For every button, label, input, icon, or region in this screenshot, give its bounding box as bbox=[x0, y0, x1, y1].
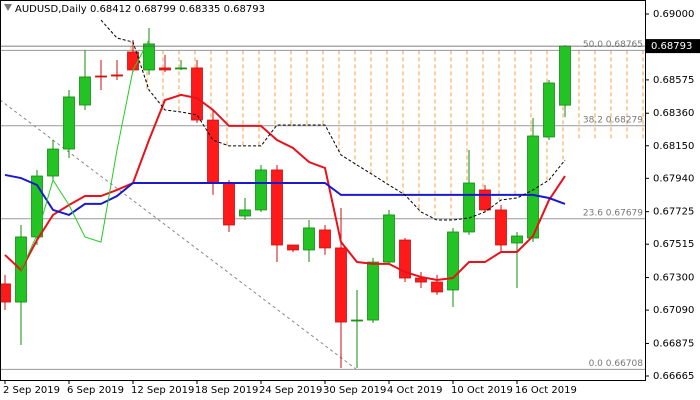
candle-body bbox=[399, 239, 411, 279]
candle-body bbox=[367, 261, 379, 321]
candle-body bbox=[175, 67, 187, 70]
candle-body bbox=[31, 175, 43, 238]
symbol-icon bbox=[4, 4, 12, 11]
x-tick-label: 6 Sep 2019 bbox=[67, 385, 124, 396]
indicator-line bbox=[100, 19, 566, 221]
y-tick-label: 0.67940 bbox=[653, 173, 694, 184]
x-tick-label: 24 Sep 2019 bbox=[259, 385, 322, 396]
candle-body bbox=[111, 74, 123, 77]
y-tick-label: 0.68150 bbox=[653, 141, 694, 152]
candle-body bbox=[159, 67, 171, 71]
candle-body bbox=[319, 229, 331, 249]
candle-body bbox=[63, 96, 75, 150]
candle-body bbox=[0, 283, 11, 303]
candle-body bbox=[463, 182, 475, 233]
x-tick-label: 16 Oct 2019 bbox=[515, 385, 577, 396]
candle-body bbox=[447, 231, 459, 291]
x-tick-label: 2 Sep 2019 bbox=[3, 385, 60, 396]
fib-label: 0.0 0.66708 bbox=[589, 359, 644, 369]
y-tick-label: 0.67725 bbox=[653, 207, 694, 218]
ohlc-text: 0.68412 0.68799 0.68335 0.68793 bbox=[90, 4, 265, 15]
fib-label: 50.0 0.68765 bbox=[583, 40, 643, 50]
candle-body bbox=[431, 281, 443, 293]
price-box bbox=[646, 39, 700, 54]
candle-body bbox=[47, 148, 59, 177]
candle-body bbox=[511, 235, 523, 244]
y-tick-label: 0.66875 bbox=[653, 338, 694, 349]
candle-body bbox=[255, 169, 267, 211]
candle-body bbox=[559, 45, 571, 106]
candle-body bbox=[303, 227, 315, 251]
candle-body bbox=[543, 82, 555, 138]
candle-body bbox=[495, 209, 507, 246]
x-tick-label: 10 Oct 2019 bbox=[451, 385, 513, 396]
y-tick-label: 0.67090 bbox=[653, 305, 694, 316]
candle-body bbox=[415, 277, 427, 283]
chart-title: AUDUSD,Daily bbox=[15, 4, 87, 15]
candle-body bbox=[335, 247, 347, 323]
candle-body bbox=[95, 75, 107, 78]
fib-label: 23.6 0.67679 bbox=[583, 208, 643, 218]
candle-body bbox=[79, 76, 91, 106]
y-tick-label: 0.68360 bbox=[653, 108, 694, 119]
candle-body bbox=[479, 189, 491, 211]
candle-body bbox=[127, 51, 139, 71]
y-tick-label: 0.69000 bbox=[653, 9, 694, 20]
x-tick-label: 18 Sep 2019 bbox=[195, 385, 258, 396]
y-tick-label: 0.67515 bbox=[653, 239, 694, 250]
fib-label: 38.2 0.68279 bbox=[583, 115, 643, 125]
candle-body bbox=[351, 319, 363, 322]
indicator-line bbox=[20, 39, 150, 271]
candle-body bbox=[271, 169, 283, 246]
plot-frame bbox=[0, 0, 646, 381]
x-tick-label: 4 Oct 2019 bbox=[387, 385, 442, 396]
candle-body bbox=[143, 43, 155, 71]
candle-body bbox=[239, 209, 251, 217]
x-tick-label: 30 Sep 2019 bbox=[323, 385, 386, 396]
candle-body bbox=[383, 214, 395, 263]
candle-body bbox=[207, 119, 219, 184]
x-tick-label: 12 Sep 2019 bbox=[131, 385, 194, 396]
indicator-line bbox=[4, 93, 566, 282]
price-label: 0.68793 bbox=[651, 41, 692, 52]
candle-body bbox=[223, 182, 235, 226]
candle-body bbox=[191, 67, 203, 121]
y-tick-label: 0.66665 bbox=[653, 371, 694, 382]
trend-line bbox=[0, 99, 357, 370]
candle-body bbox=[287, 244, 299, 251]
y-tick-label: 0.67300 bbox=[653, 273, 694, 284]
y-tick-label: 0.68575 bbox=[653, 75, 694, 86]
plot: 50.0 0.68765 38.2 0.68279 23.6 0.67679 0.0 … bbox=[0, 19, 645, 370]
indicator-line bbox=[4, 173, 566, 217]
